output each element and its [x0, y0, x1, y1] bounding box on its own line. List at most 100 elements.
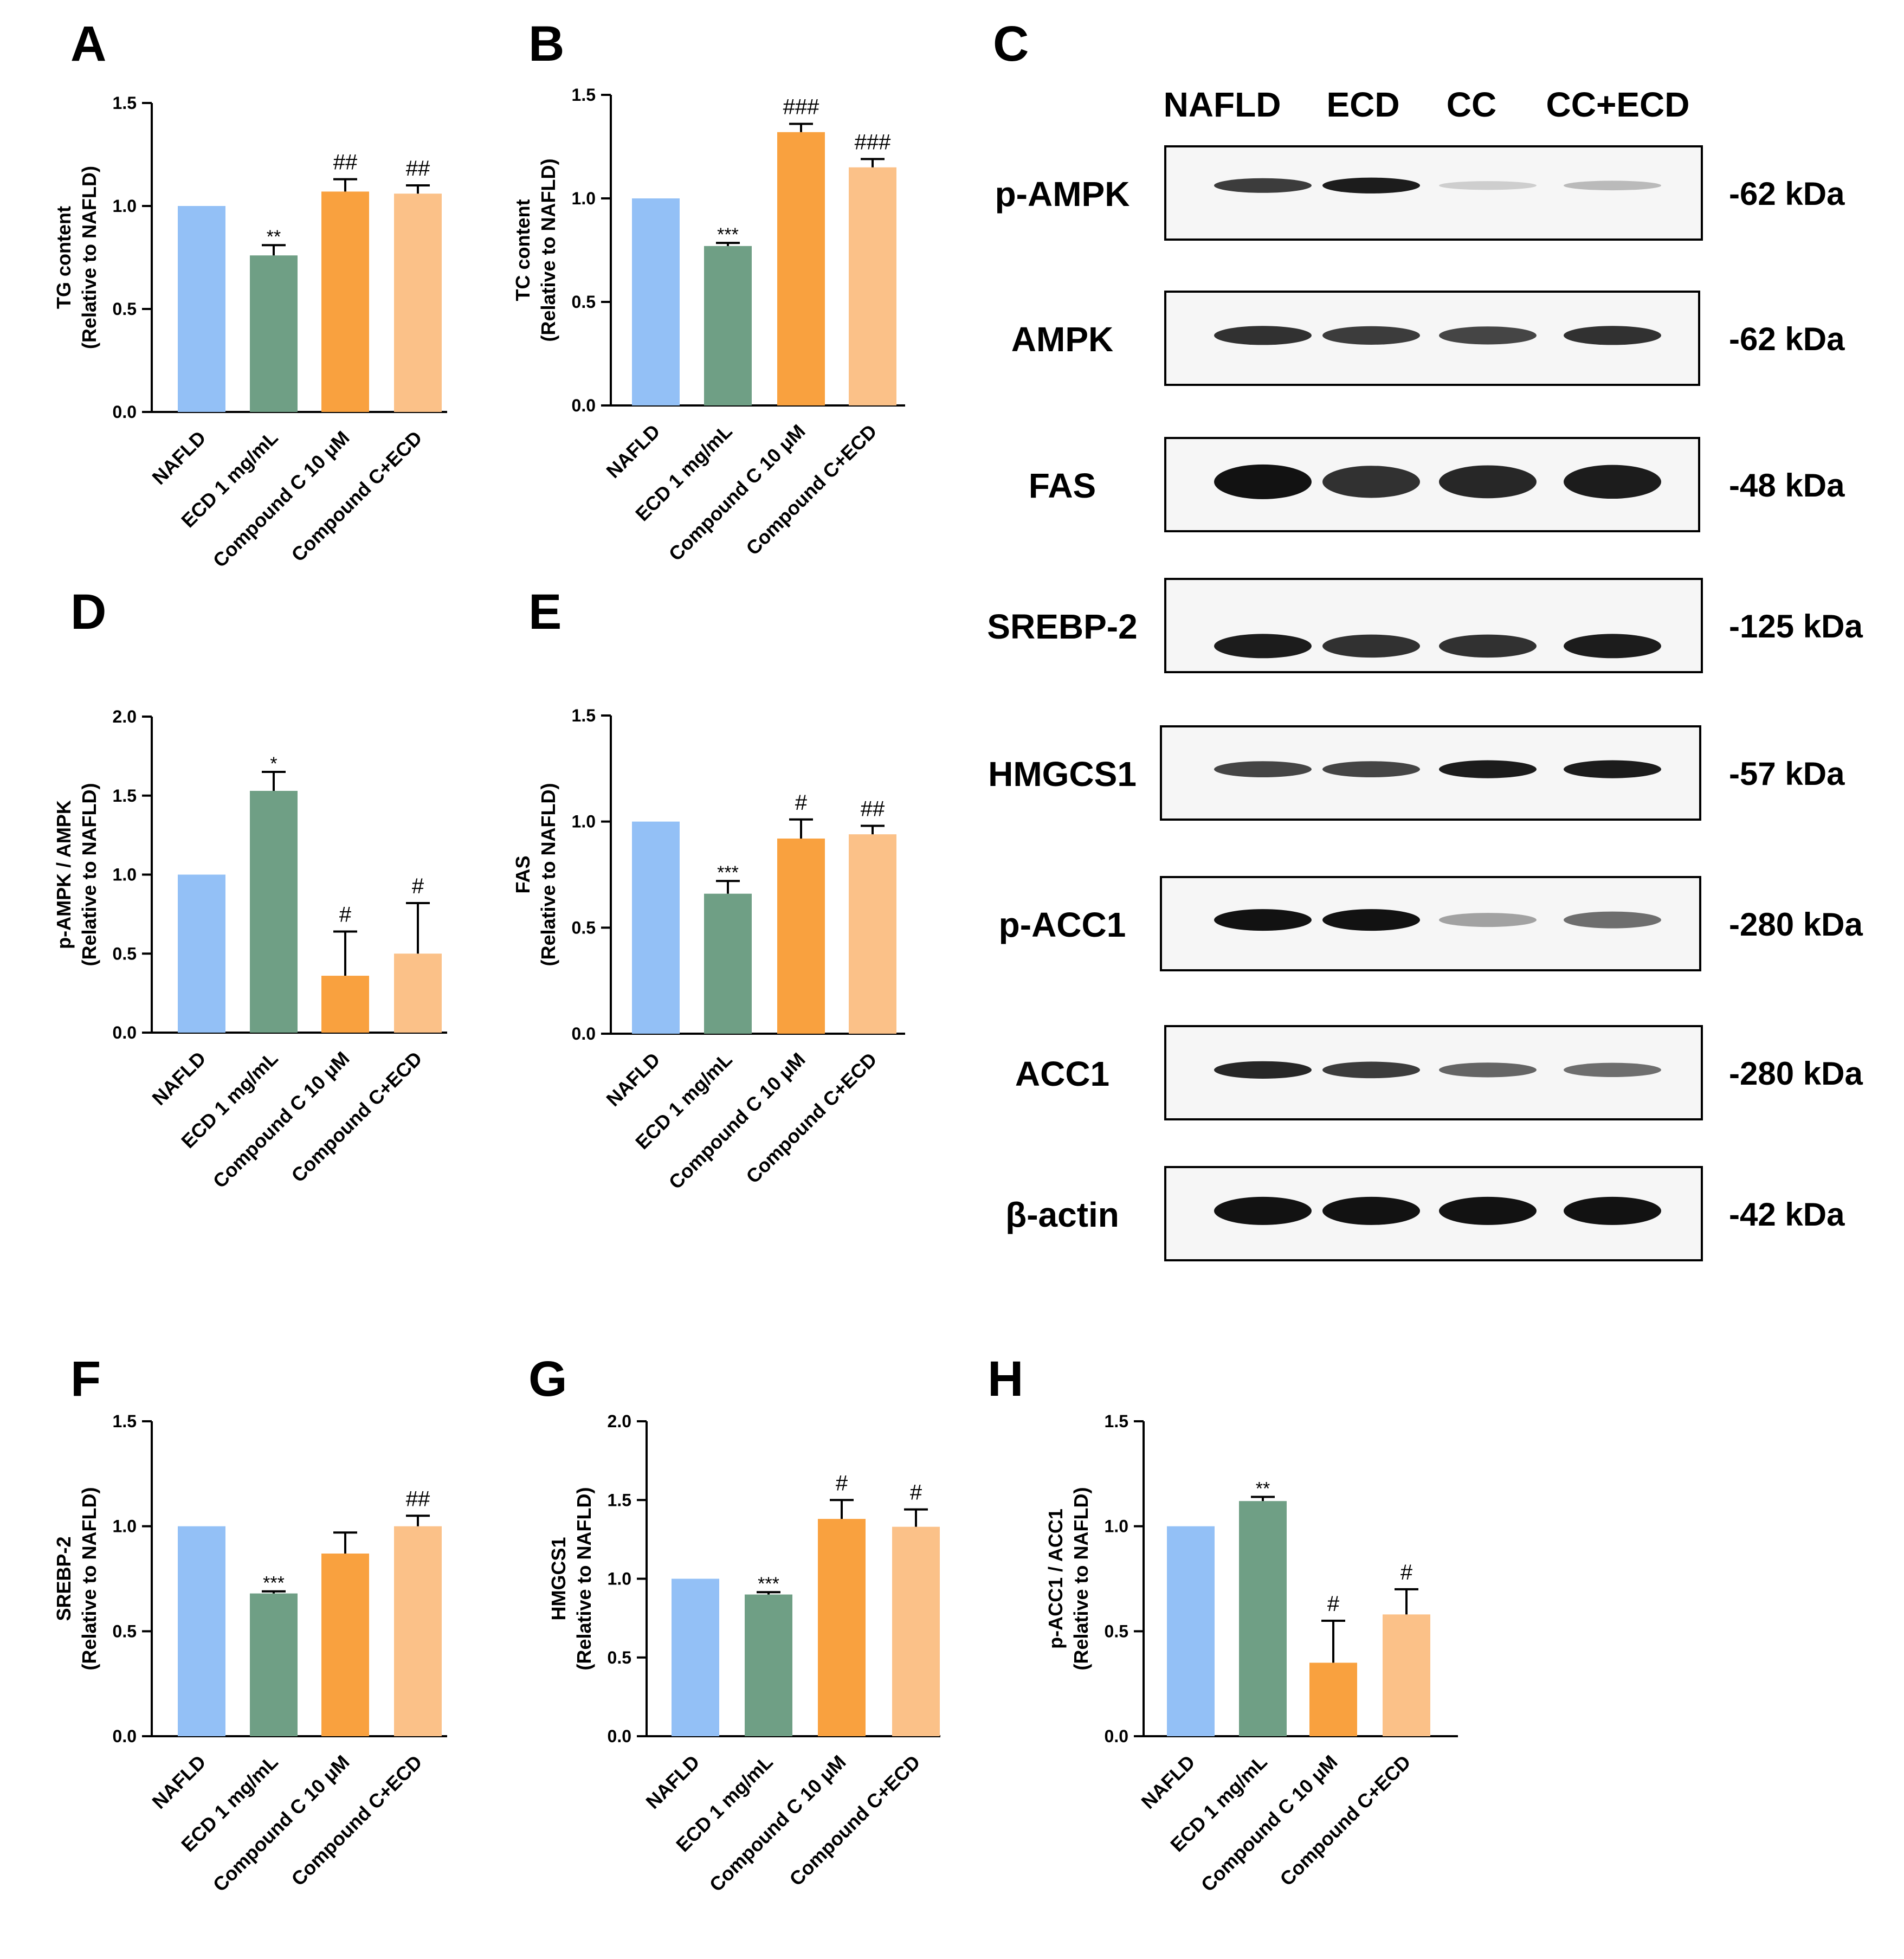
y-axis-subtitle: (Relative to NAFLD)	[78, 1487, 100, 1670]
blot-lane-label: CC+ECD	[1546, 85, 1690, 124]
blot-band	[1322, 466, 1420, 498]
blot-band	[1322, 1061, 1420, 1079]
x-tick-label: Compound C+ECD	[287, 427, 426, 566]
bar-ecd-1-mg-ml	[704, 893, 752, 1034]
blot-band	[1322, 634, 1420, 658]
blot-band	[1564, 911, 1661, 929]
blot-band	[1439, 181, 1537, 190]
bar-ecd-1-mg-ml	[250, 1593, 298, 1736]
y-tick-label: 0.5	[608, 1648, 631, 1667]
y-tick-label: 1.5	[1105, 1412, 1128, 1431]
significance-label: ##	[406, 1487, 430, 1511]
x-tick-label: Compound C 10 μM	[209, 1751, 354, 1896]
x-tick-label: Compound C+ECD	[741, 1048, 881, 1188]
x-tick-label: NAFLD	[147, 1751, 210, 1813]
blot-protein-label: p-AMPK	[995, 175, 1130, 214]
x-tick-label: NAFLD	[147, 427, 210, 489]
chart-panel-e: 0.0 0.5 1.0 1.5 FAS (Relative to NAFLD) NAFLD *…	[512, 706, 905, 1194]
panel-letter-e: E	[528, 584, 561, 640]
x-tick-label: NAFLD	[641, 1751, 703, 1813]
blot-row-srebp-2: SREBP-2 -125 kDa	[987, 578, 1863, 673]
x-tick-label: NAFLD	[1137, 1751, 1199, 1813]
y-tick-label: 1.5	[113, 93, 137, 113]
x-tick-label: Compound C 10 μM	[209, 427, 354, 572]
blot-protein-label: ACC1	[1015, 1054, 1109, 1093]
x-tick-label: Compound C 10 μM	[664, 1048, 810, 1194]
significance-label: #	[1327, 1592, 1340, 1616]
x-tick-label: Compound C+ECD	[1275, 1751, 1415, 1890]
blot-size-label: -48 kDa	[1729, 467, 1845, 504]
y-axis-subtitle: (Relative to NAFLD)	[78, 783, 100, 966]
blot-band	[1322, 326, 1420, 345]
y-axis-subtitle: (Relative to NAFLD)	[78, 166, 100, 349]
blot-band	[1322, 761, 1420, 777]
x-tick-label: NAFLD	[602, 420, 664, 482]
bar-compound-c-10-m	[777, 132, 825, 405]
bar-compound-c-ecd	[1383, 1614, 1430, 1736]
significance-label: #	[339, 903, 352, 926]
significance-label: ###	[783, 95, 819, 119]
panel-letter-g: G	[528, 1351, 567, 1407]
y-tick-label: 0.0	[572, 396, 596, 415]
blot-band	[1564, 1062, 1661, 1078]
bar-nafld	[178, 1526, 225, 1736]
blot-band	[1439, 760, 1537, 778]
blot-membrane	[1164, 145, 1703, 241]
x-tick-label: Compound C+ECD	[287, 1047, 426, 1187]
significance-label: *	[270, 753, 277, 774]
y-axis-title: p-AMPK / AMPK	[53, 800, 75, 949]
significance-label: ###	[855, 130, 891, 154]
chart-panel-g: 0.0 0.5 1.0 1.5 2.0 HMGCS1 (Relative to NAFLD)…	[547, 1412, 940, 1896]
chart-panel-f: 0.0 0.5 1.0 1.5 SREBP-2 (Relative to NAFLD) NA…	[53, 1412, 447, 1896]
blot-band	[1564, 634, 1661, 659]
bar-nafld	[632, 821, 680, 1034]
y-axis-title: TG content	[53, 206, 75, 309]
bar-compound-c-ecd	[394, 953, 442, 1033]
blot-band	[1214, 1196, 1312, 1225]
blot-row-acc1: ACC1 -280 kDa	[1015, 1025, 1863, 1120]
blot-band	[1564, 760, 1661, 778]
blot-band	[1439, 326, 1537, 345]
blot-row-p-ampk: p-AMPK -62 kDa	[995, 145, 1845, 241]
panel-letter-d: D	[70, 584, 106, 640]
x-tick-label: NAFLD	[147, 1047, 210, 1110]
blot-band	[1322, 909, 1420, 931]
blot-band	[1322, 177, 1420, 194]
bar-ecd-1-mg-ml	[250, 791, 298, 1033]
blot-band	[1214, 909, 1312, 931]
y-tick-label: 0.0	[608, 1726, 631, 1746]
blot-band	[1439, 1062, 1537, 1078]
y-tick-label: 0.0	[1105, 1726, 1128, 1746]
significance-label: ***	[717, 224, 739, 245]
blot-row-fas: FAS -48 kDa	[1029, 437, 1845, 532]
bar-compound-c-10-m	[818, 1519, 866, 1736]
bar-ecd-1-mg-ml	[704, 246, 752, 405]
y-tick-label: 2.0	[113, 707, 137, 726]
x-tick-label: Compound C+ECD	[741, 420, 881, 559]
y-tick-label: 0.5	[113, 944, 137, 963]
y-tick-label: 0.0	[113, 402, 137, 422]
bar-compound-c-ecd	[394, 1526, 442, 1736]
blot-size-label: -57 kDa	[1729, 756, 1845, 792]
blot-lane-label: ECD	[1326, 85, 1399, 124]
chart-panel-h: 0.0 0.5 1.0 1.5 p-ACC1 / ACC1 (Relative to NA…	[1044, 1412, 1458, 1896]
blot-band	[1214, 1061, 1312, 1079]
y-tick-label: 1.0	[608, 1569, 631, 1589]
y-axis-title: TC content	[512, 199, 534, 301]
y-tick-label: 0.5	[572, 292, 596, 312]
blot-band	[1214, 326, 1312, 345]
bar-compound-c-10-m	[321, 976, 369, 1033]
y-tick-label: 1.0	[113, 196, 137, 216]
blot-lane-label: CC	[1447, 85, 1496, 124]
y-tick-label: 1.5	[608, 1490, 631, 1510]
blot-protein-label: SREBP-2	[987, 607, 1137, 646]
y-tick-label: 1.5	[572, 706, 596, 725]
blot-band	[1322, 1196, 1420, 1225]
significance-label: #	[836, 1471, 848, 1495]
y-tick-label: 1.0	[572, 812, 596, 832]
blot-band	[1439, 634, 1537, 658]
blot-band	[1564, 465, 1661, 499]
bar-compound-c-10-m	[321, 191, 369, 412]
significance-label: ***	[758, 1574, 779, 1594]
